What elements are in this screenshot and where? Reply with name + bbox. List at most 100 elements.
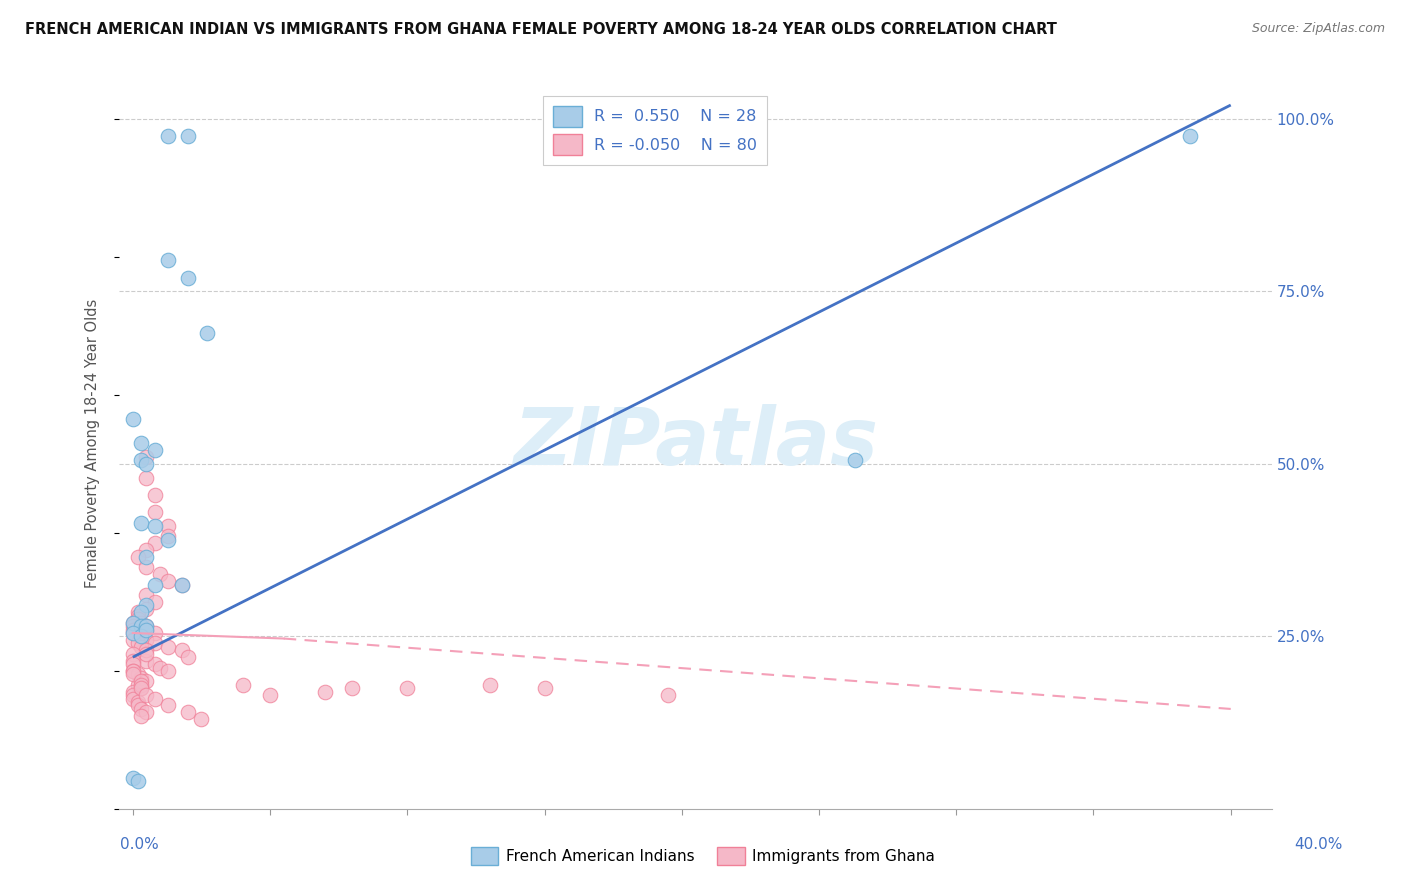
Point (129, 605, 152, 619)
Point (121, 688, 143, 702)
Point (259, 688, 281, 702)
Legend: French American Indians, Immigrants from Ghana: French American Indians, Immigrants from… (464, 841, 942, 871)
Point (127, 612, 149, 626)
Point (157, 519, 180, 533)
Point (844, 453, 866, 467)
Point (172, 577, 194, 591)
Point (129, 630, 152, 644)
Point (314, 684, 336, 698)
Point (149, 660, 172, 674)
Point (157, 698, 180, 713)
Point (533, 681, 555, 696)
Point (129, 674, 152, 689)
Text: ZIPatlas: ZIPatlas (513, 404, 877, 483)
Point (143, 595, 166, 609)
Point (121, 647, 143, 661)
Point (121, 667, 143, 681)
Point (129, 615, 152, 630)
Point (121, 771, 143, 785)
Point (135, 632, 157, 647)
Point (121, 615, 143, 630)
Point (135, 674, 157, 689)
Point (135, 599, 157, 613)
Text: 0.0%: 0.0% (120, 837, 159, 852)
Point (135, 647, 157, 661)
Point (129, 436, 152, 450)
Point (157, 574, 180, 589)
Point (135, 623, 157, 637)
Point (129, 630, 152, 644)
Point (1178, 129, 1201, 144)
Point (232, 678, 254, 692)
Point (121, 691, 143, 706)
Text: 40.0%: 40.0% (1295, 837, 1343, 852)
Point (129, 709, 152, 723)
Text: FRENCH AMERICAN INDIAN VS IMMIGRANTS FROM GHANA FEMALE POVERTY AMONG 18-24 YEAR : FRENCH AMERICAN INDIAN VS IMMIGRANTS FRO… (25, 22, 1057, 37)
Point (129, 619, 152, 633)
Point (121, 664, 143, 678)
Point (176, 270, 198, 285)
Point (176, 129, 198, 144)
Point (143, 657, 166, 671)
Point (135, 623, 157, 637)
Point (143, 443, 166, 458)
Point (135, 588, 157, 602)
Point (149, 567, 172, 582)
Point (129, 516, 152, 530)
Point (135, 543, 157, 558)
Point (129, 702, 152, 716)
Point (190, 712, 212, 726)
Point (135, 619, 157, 633)
Point (157, 129, 180, 144)
Point (127, 550, 149, 565)
Point (121, 657, 143, 671)
Point (135, 550, 157, 565)
Point (127, 695, 149, 709)
Point (143, 626, 166, 640)
Point (121, 626, 143, 640)
Point (121, 684, 143, 698)
Point (127, 774, 149, 789)
Legend: R =  0.550    N = 28, R = -0.050    N = 80: R = 0.550 N = 28, R = -0.050 N = 80 (543, 96, 766, 165)
Point (176, 706, 198, 720)
Point (195, 326, 218, 340)
Point (127, 678, 149, 692)
Point (121, 619, 143, 633)
Point (135, 619, 157, 633)
Point (127, 667, 149, 681)
Point (135, 706, 157, 720)
Point (121, 615, 143, 630)
Point (157, 529, 180, 543)
Point (129, 626, 152, 640)
Point (135, 457, 157, 471)
Point (143, 577, 166, 591)
Y-axis label: Female Poverty Among 18-24 Year Olds: Female Poverty Among 18-24 Year Olds (86, 299, 100, 588)
Point (157, 253, 180, 268)
Point (157, 640, 180, 654)
Point (127, 608, 149, 623)
Point (135, 560, 157, 574)
Point (127, 636, 149, 650)
Point (127, 698, 149, 713)
Point (129, 681, 152, 696)
Point (121, 412, 143, 426)
Point (121, 623, 143, 637)
Point (657, 688, 679, 702)
Point (129, 681, 152, 696)
Point (129, 632, 152, 647)
Point (129, 630, 152, 644)
Point (172, 577, 194, 591)
Point (143, 505, 166, 519)
Point (129, 640, 152, 654)
Point (143, 519, 166, 533)
Point (143, 536, 166, 550)
Point (129, 453, 152, 467)
Point (127, 605, 149, 619)
Point (121, 664, 143, 678)
Point (135, 688, 157, 702)
Point (129, 678, 152, 692)
Text: Source: ZipAtlas.com: Source: ZipAtlas.com (1251, 22, 1385, 36)
Point (143, 636, 166, 650)
Point (478, 678, 501, 692)
Point (135, 602, 157, 616)
